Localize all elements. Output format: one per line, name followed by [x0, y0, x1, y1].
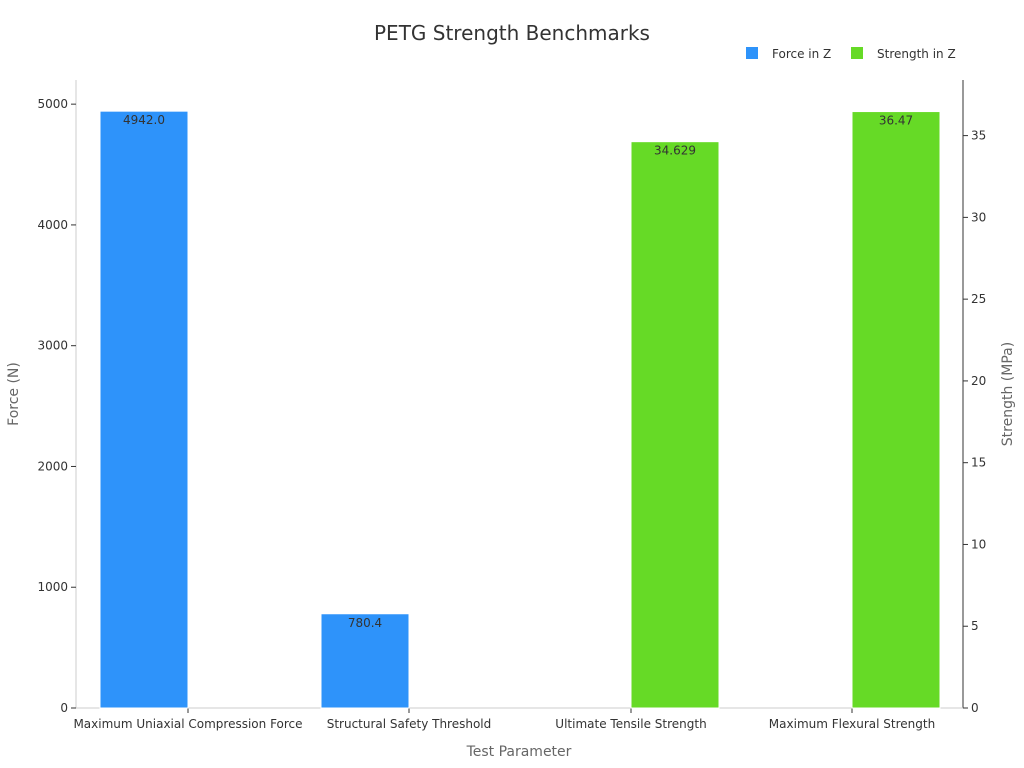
axes [75, 80, 964, 709]
bar-value-label: 780.4 [348, 616, 382, 630]
x-axis-ticks: Maximum Uniaxial Compression Force Struct… [73, 708, 935, 731]
chart-title: PETG Strength Benchmarks [374, 21, 650, 45]
y-right-tick-label: 15 [971, 456, 986, 470]
bar-strength[interactable] [851, 111, 941, 709]
legend: Force in Z Strength in Z [746, 47, 956, 61]
y-right-tick-label: 30 [971, 210, 986, 224]
y-right-tick-label: 10 [971, 537, 986, 551]
y-left-tick-label: 1000 [37, 580, 68, 594]
y-left-tick-label: 2000 [37, 459, 68, 473]
bar-force[interactable] [99, 110, 189, 709]
x-tick-label: Ultimate Tensile Strength [555, 717, 706, 731]
bar-force[interactable] [320, 613, 410, 709]
x-tick-label: Maximum Flexural Strength [769, 717, 935, 731]
legend-swatch-strength [851, 47, 863, 59]
bar-value-label: 4942.0 [123, 113, 165, 127]
y-left-tick-label: 5000 [37, 97, 68, 111]
bar-data-labels: 4942.0 780.4 34.629 36.47 [123, 113, 913, 630]
y-right-tick-label: 35 [971, 129, 986, 143]
y-axis-left-title: Force (N) [6, 362, 22, 426]
legend-label-strength[interactable]: Strength in Z [877, 47, 956, 61]
bar-value-label: 36.47 [879, 114, 913, 128]
x-tick-label: Structural Safety Threshold [327, 717, 492, 731]
y-right-tick-label: 20 [971, 374, 986, 388]
legend-swatch-force [746, 47, 758, 59]
legend-label-force[interactable]: Force in Z [772, 47, 831, 61]
y-right-tick-label: 0 [971, 701, 979, 715]
y-axis-right-title: Strength (MPa) [1000, 342, 1016, 446]
bar-strength[interactable] [630, 141, 720, 709]
y-right-tick-label: 5 [971, 619, 979, 633]
y-axis-left-ticks: 0 1000 2000 3000 4000 5000 [37, 97, 76, 715]
y-left-tick-label: 0 [60, 701, 68, 715]
bars [99, 110, 941, 709]
x-tick-label: Maximum Uniaxial Compression Force [73, 717, 302, 731]
y-axis-right-ticks: 0 5 10 15 20 25 30 35 [963, 129, 986, 715]
y-left-tick-label: 4000 [37, 218, 68, 232]
y-left-tick-label: 3000 [37, 339, 68, 353]
bar-value-label: 34.629 [654, 144, 696, 158]
y-right-tick-label: 25 [971, 292, 986, 306]
x-axis-title: Test Parameter [466, 744, 572, 760]
